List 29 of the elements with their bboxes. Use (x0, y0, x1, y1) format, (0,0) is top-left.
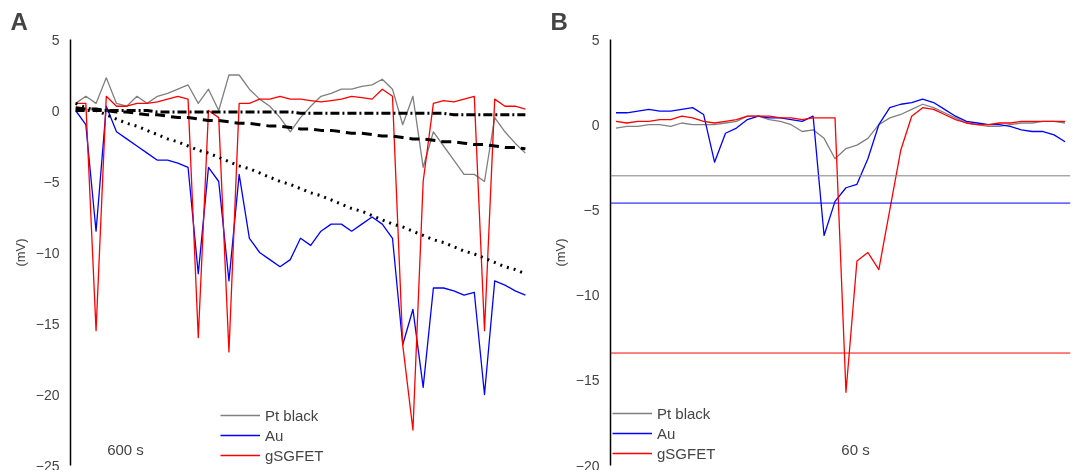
line-series (615, 98, 1066, 237)
y-tick-label: 0 (51, 102, 60, 119)
y-tick-label: −25 (35, 457, 60, 474)
legend-label: gSGFET (265, 446, 324, 464)
y-tick-label: −15 (35, 315, 60, 332)
chart-title: A (10, 7, 28, 35)
y-tick-label: 0 (591, 116, 600, 133)
annotation: 60 s (841, 440, 870, 458)
y-tick-label: −10 (35, 244, 60, 261)
y-tick-label: −20 (35, 386, 60, 403)
line-series (74, 105, 527, 396)
line-series (615, 103, 1066, 160)
line-series (615, 107, 1066, 393)
legend-label: gSGFET (657, 444, 716, 462)
legend-label: Au (657, 424, 677, 442)
annotation: 600 s (107, 440, 144, 458)
y-axis-title: (mV) (12, 238, 28, 267)
y-tick-label: 5 (591, 31, 600, 48)
y-tick-label: −20 (575, 457, 600, 474)
legend-label: Pt black (657, 404, 711, 422)
y-tick-label: −15 (575, 372, 600, 389)
y-tick-label: −10 (575, 287, 600, 304)
chart-title: B (550, 7, 568, 35)
legend-label: Pt black (265, 406, 319, 424)
y-tick-label: −5 (583, 201, 600, 218)
y-tick-label: 5 (51, 31, 60, 48)
y-axis-title: (mV) (552, 238, 568, 267)
y-tick-label: −5 (43, 173, 60, 190)
legend-label: Au (265, 426, 285, 444)
